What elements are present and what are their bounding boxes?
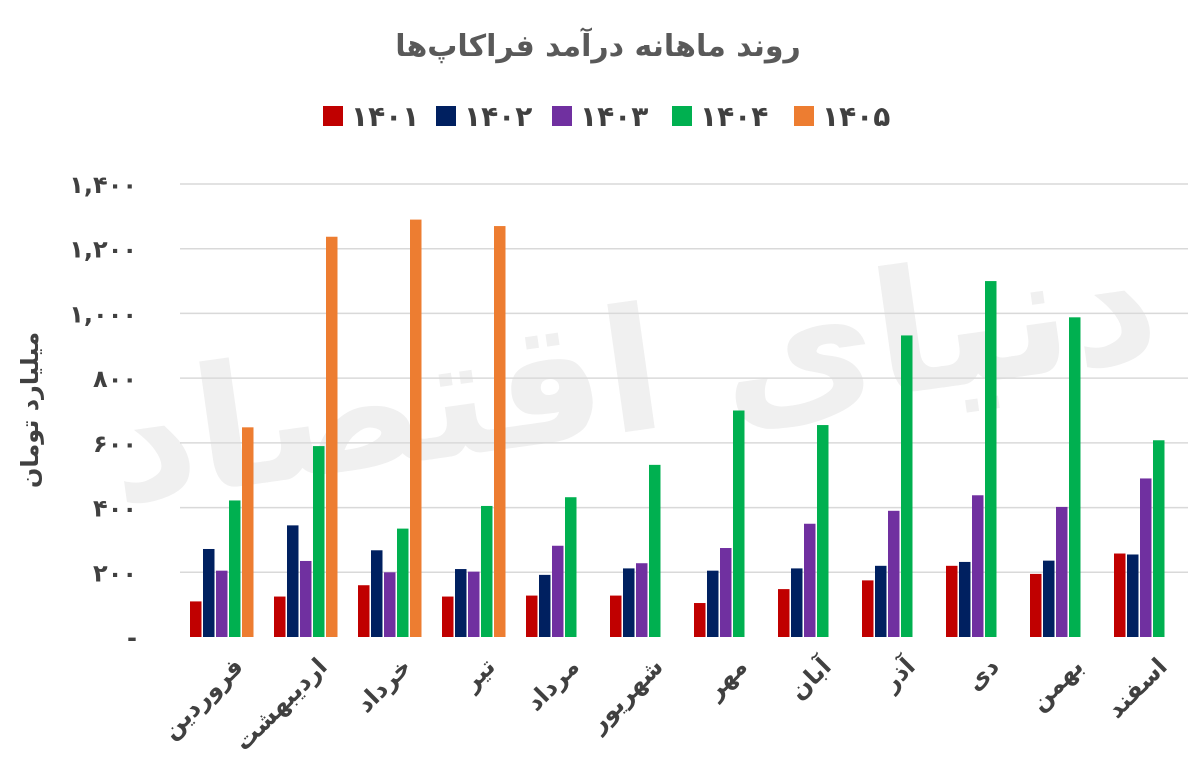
x-category-label: مرداد bbox=[521, 652, 585, 716]
y-axis-ticks: - ۲۰۰ ۴۰۰ ۶۰۰ ۸۰۰ ۱,۰۰۰ ۱,۲۰۰ ۱,۴۰۰ bbox=[69, 171, 137, 652]
legend-label: ۱۴۰۲ bbox=[464, 100, 532, 133]
bar bbox=[397, 528, 409, 637]
bar bbox=[565, 497, 577, 637]
y-tick-label: ۶۰۰ bbox=[93, 430, 137, 458]
bar bbox=[242, 427, 254, 637]
bar bbox=[972, 495, 984, 637]
x-category-label: آبان bbox=[783, 651, 837, 705]
legend-swatch bbox=[672, 106, 692, 126]
legend: ۱۴۰۱ ۱۴۰۲ ۱۴۰۳ ۱۴۰۴ ۱۴۰۵ bbox=[323, 100, 890, 133]
watermark: دنیای اقتصاد bbox=[95, 201, 1169, 544]
x-category-label: تیر bbox=[456, 652, 500, 696]
bar bbox=[817, 425, 829, 637]
y-tick-label: ۸۰۰ bbox=[93, 365, 137, 393]
y-tick-label: - bbox=[127, 624, 137, 652]
bar bbox=[1056, 506, 1068, 637]
bar bbox=[442, 596, 454, 637]
bar bbox=[1043, 560, 1055, 637]
bar bbox=[649, 464, 661, 637]
legend-swatch bbox=[794, 106, 814, 126]
bar bbox=[1140, 478, 1152, 637]
y-tick-label: ۱,۰۰۰ bbox=[69, 300, 137, 328]
bar bbox=[494, 226, 506, 638]
x-category-label: آذر bbox=[875, 651, 921, 697]
bar bbox=[455, 569, 467, 637]
bar bbox=[410, 219, 422, 638]
bar bbox=[959, 561, 971, 637]
bar bbox=[610, 595, 622, 637]
x-category-label: دی bbox=[961, 652, 1005, 696]
bar bbox=[481, 505, 493, 637]
y-axis-label: میلیارد تومان bbox=[16, 332, 44, 488]
legend-swatch bbox=[552, 106, 572, 126]
x-category-label: مهر bbox=[700, 652, 753, 705]
bar bbox=[468, 571, 480, 637]
svg-text:دنیای اقتصاد: دنیای اقتصاد bbox=[95, 201, 1169, 544]
bar bbox=[720, 548, 732, 637]
chart-title: روند ماهانه درآمد فراکاپ‌ها bbox=[395, 27, 801, 64]
x-category-label: اسفند bbox=[1101, 652, 1172, 723]
bar bbox=[707, 570, 719, 637]
bar bbox=[875, 565, 887, 637]
legend-label: ۱۴۰۴ bbox=[700, 100, 768, 133]
bar bbox=[623, 568, 635, 637]
bar bbox=[888, 510, 900, 637]
bar bbox=[804, 523, 816, 637]
x-category-label: بهمن bbox=[1025, 652, 1089, 716]
bar bbox=[526, 595, 538, 637]
legend-label: ۱۴۰۱ bbox=[351, 100, 419, 133]
bar bbox=[1069, 317, 1081, 637]
bar bbox=[1127, 554, 1139, 637]
legend-swatch bbox=[436, 106, 456, 126]
bar bbox=[791, 568, 803, 637]
bar bbox=[1153, 440, 1165, 637]
legend-swatch bbox=[323, 106, 343, 126]
bar bbox=[552, 545, 564, 637]
bar bbox=[313, 446, 325, 637]
bar bbox=[326, 236, 338, 638]
y-tick-label: ۴۰۰ bbox=[93, 495, 137, 523]
bar bbox=[371, 550, 383, 637]
bar bbox=[358, 585, 370, 637]
bar bbox=[946, 565, 958, 637]
bar bbox=[862, 580, 874, 637]
y-tick-label: ۲۰۰ bbox=[93, 559, 137, 587]
bar bbox=[229, 500, 241, 637]
bar bbox=[287, 525, 299, 637]
x-category-label: خرداد bbox=[351, 652, 417, 718]
legend-label: ۱۴۰۳ bbox=[580, 100, 648, 133]
bar bbox=[1114, 553, 1126, 637]
bar bbox=[636, 563, 648, 637]
bars bbox=[190, 219, 1165, 638]
legend-label: ۱۴۰۵ bbox=[822, 100, 890, 133]
bar bbox=[694, 603, 706, 637]
bar bbox=[733, 410, 745, 637]
bar bbox=[274, 596, 286, 637]
bar bbox=[216, 570, 228, 637]
bar bbox=[778, 589, 790, 637]
x-category-label: شهریور bbox=[583, 652, 669, 738]
y-tick-label: ۱,۴۰۰ bbox=[69, 171, 137, 199]
bar bbox=[203, 548, 215, 637]
bar bbox=[901, 335, 913, 637]
bar bbox=[300, 560, 312, 637]
bar bbox=[1030, 573, 1042, 637]
bar bbox=[539, 574, 551, 637]
bar bbox=[985, 281, 997, 637]
y-tick-label: ۱,۲۰۰ bbox=[69, 236, 137, 264]
bar bbox=[190, 601, 202, 637]
gridlines bbox=[180, 183, 1188, 574]
bar bbox=[384, 572, 396, 637]
